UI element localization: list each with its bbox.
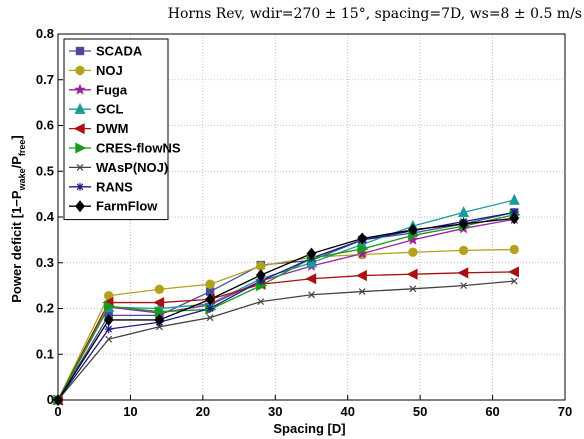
y-axis-label: Power deficit [1−Pwake/Pfree] xyxy=(9,135,27,303)
data-point-wasp-noj xyxy=(308,291,315,299)
data-point-wasp-noj xyxy=(257,298,265,306)
data-point-cres-flowns xyxy=(104,300,116,312)
data-point-farmflow xyxy=(103,313,114,326)
legend: SCADA NOJ Fuga GCL DWM CRES-flowNS WAsP(NOJ) RA… xyxy=(63,38,181,221)
series-line-noj xyxy=(57,248,515,401)
data-point-farmflow xyxy=(509,212,520,225)
x-tick-label: 0 xyxy=(54,404,61,419)
data-point-noj xyxy=(509,244,519,255)
plot-frame xyxy=(57,33,566,401)
y-tick-label: 0.7 xyxy=(36,72,54,87)
data-point-dwm xyxy=(153,297,165,309)
series-lines xyxy=(57,199,515,401)
y-axis-label-mid: /P xyxy=(9,156,24,169)
series-line-wasp-noj xyxy=(57,280,515,401)
data-point-farmflow xyxy=(306,247,317,260)
x-tick-label: 30 xyxy=(268,404,282,419)
x-tick-label: 70 xyxy=(558,404,572,419)
y-tick-label: 0 xyxy=(47,392,54,407)
legend-label-wasp-noj: WAsP(NOJ) xyxy=(96,160,168,175)
x-tick-label: 10 xyxy=(123,404,137,419)
legend-label-cres-flowns: CRES-flowNS xyxy=(96,141,181,156)
series-markers xyxy=(51,193,521,406)
legend-marker-wasp-noj xyxy=(76,163,84,171)
legend-marker-gcl xyxy=(74,102,86,114)
data-point-wasp-noj xyxy=(358,288,366,295)
legend-label-rans: RANS xyxy=(96,179,133,194)
legend-marker-noj xyxy=(75,65,85,76)
y-tick-label: 0.8 xyxy=(36,26,54,41)
data-point-noj xyxy=(408,247,418,257)
data-point-wasp-noj xyxy=(460,282,468,290)
x-tick-label: 50 xyxy=(413,404,427,419)
y-tick-labels: 0 0.1 0.2 0.3 0.4 0.5 0.6 0.7 0.8 xyxy=(36,26,55,407)
series-line-dwm xyxy=(57,271,515,401)
data-point-farmflow xyxy=(255,269,266,282)
legend-marker-rans xyxy=(76,182,84,191)
y-tick-label: 0.5 xyxy=(36,163,54,178)
y-tick-label: 0.4 xyxy=(36,209,55,224)
y-tick-label: 0.3 xyxy=(36,255,54,270)
data-point-wasp-noj xyxy=(510,277,518,285)
series-line-fuga xyxy=(57,218,515,401)
y-axis-label-sub2: free xyxy=(17,140,27,157)
y-tick-label: 0.1 xyxy=(36,346,54,361)
data-point-dwm xyxy=(406,268,418,280)
series-line-rans xyxy=(57,211,515,401)
legend-marker-cres-flowns xyxy=(75,142,87,154)
series-line-farmflow xyxy=(57,217,515,401)
data-point-dwm xyxy=(305,273,317,285)
legend-label-farmflow: FarmFlow xyxy=(96,199,158,214)
data-point-dwm xyxy=(457,267,469,279)
data-point-rans xyxy=(104,325,113,334)
data-point-gcl xyxy=(458,206,470,218)
legend-marker-scada xyxy=(75,46,85,56)
data-point-cres-flowns xyxy=(154,306,166,318)
data-point-dwm xyxy=(355,270,367,282)
y-tick-label: 0.6 xyxy=(36,118,54,133)
x-tick-label: 40 xyxy=(340,404,354,419)
legend-label-scada: SCADA xyxy=(96,44,143,59)
legend-label-noj: NOJ xyxy=(96,63,123,78)
data-point-wasp-noj xyxy=(409,285,417,293)
data-point-dwm xyxy=(507,266,519,278)
legend-marker-fuga xyxy=(74,83,86,95)
y-axis-label-sub1: wake xyxy=(17,168,27,191)
legend-label-gcl: GCL xyxy=(96,102,124,117)
y-tick-label: 0.2 xyxy=(36,301,54,316)
x-tick-label: 60 xyxy=(485,404,499,419)
legend-marker-farmflow xyxy=(75,200,85,213)
x-tick-labels: 0 10 20 30 40 50 60 70 xyxy=(54,404,572,419)
series-line-cres-flowns xyxy=(57,214,515,401)
data-point-wasp-noj xyxy=(105,335,113,343)
data-point-noj xyxy=(205,279,215,289)
data-point-farmflow xyxy=(357,232,368,245)
legend-marker-dwm xyxy=(73,123,85,135)
data-point-noj xyxy=(458,245,469,256)
series-line-gcl xyxy=(57,199,515,401)
data-point-noj xyxy=(154,284,165,294)
series-line-scada xyxy=(57,211,515,401)
legend-label-dwm: DWM xyxy=(96,121,129,136)
legend-label-fuga: Fuga xyxy=(96,82,128,97)
x-axis-label: Spacing [D] xyxy=(273,421,345,436)
data-point-farmflow xyxy=(458,217,469,230)
x-tick-label: 20 xyxy=(196,404,210,419)
data-point-noj xyxy=(256,261,266,271)
data-point-farmflow xyxy=(205,293,215,306)
y-axis-label-main: Power deficit [1−P xyxy=(9,190,24,303)
data-point-wasp-noj xyxy=(206,314,214,322)
data-point-rans xyxy=(206,304,215,313)
chart-title: Horns Rev, wdir=270 ± 15°, spacing=7D, w… xyxy=(168,6,582,22)
data-point-cres-flowns xyxy=(357,243,369,255)
y-axis-label-end: ] xyxy=(9,135,24,139)
data-point-gcl xyxy=(508,193,520,205)
data-point-farmflow xyxy=(408,223,418,236)
data-point-farmflow xyxy=(154,313,165,326)
